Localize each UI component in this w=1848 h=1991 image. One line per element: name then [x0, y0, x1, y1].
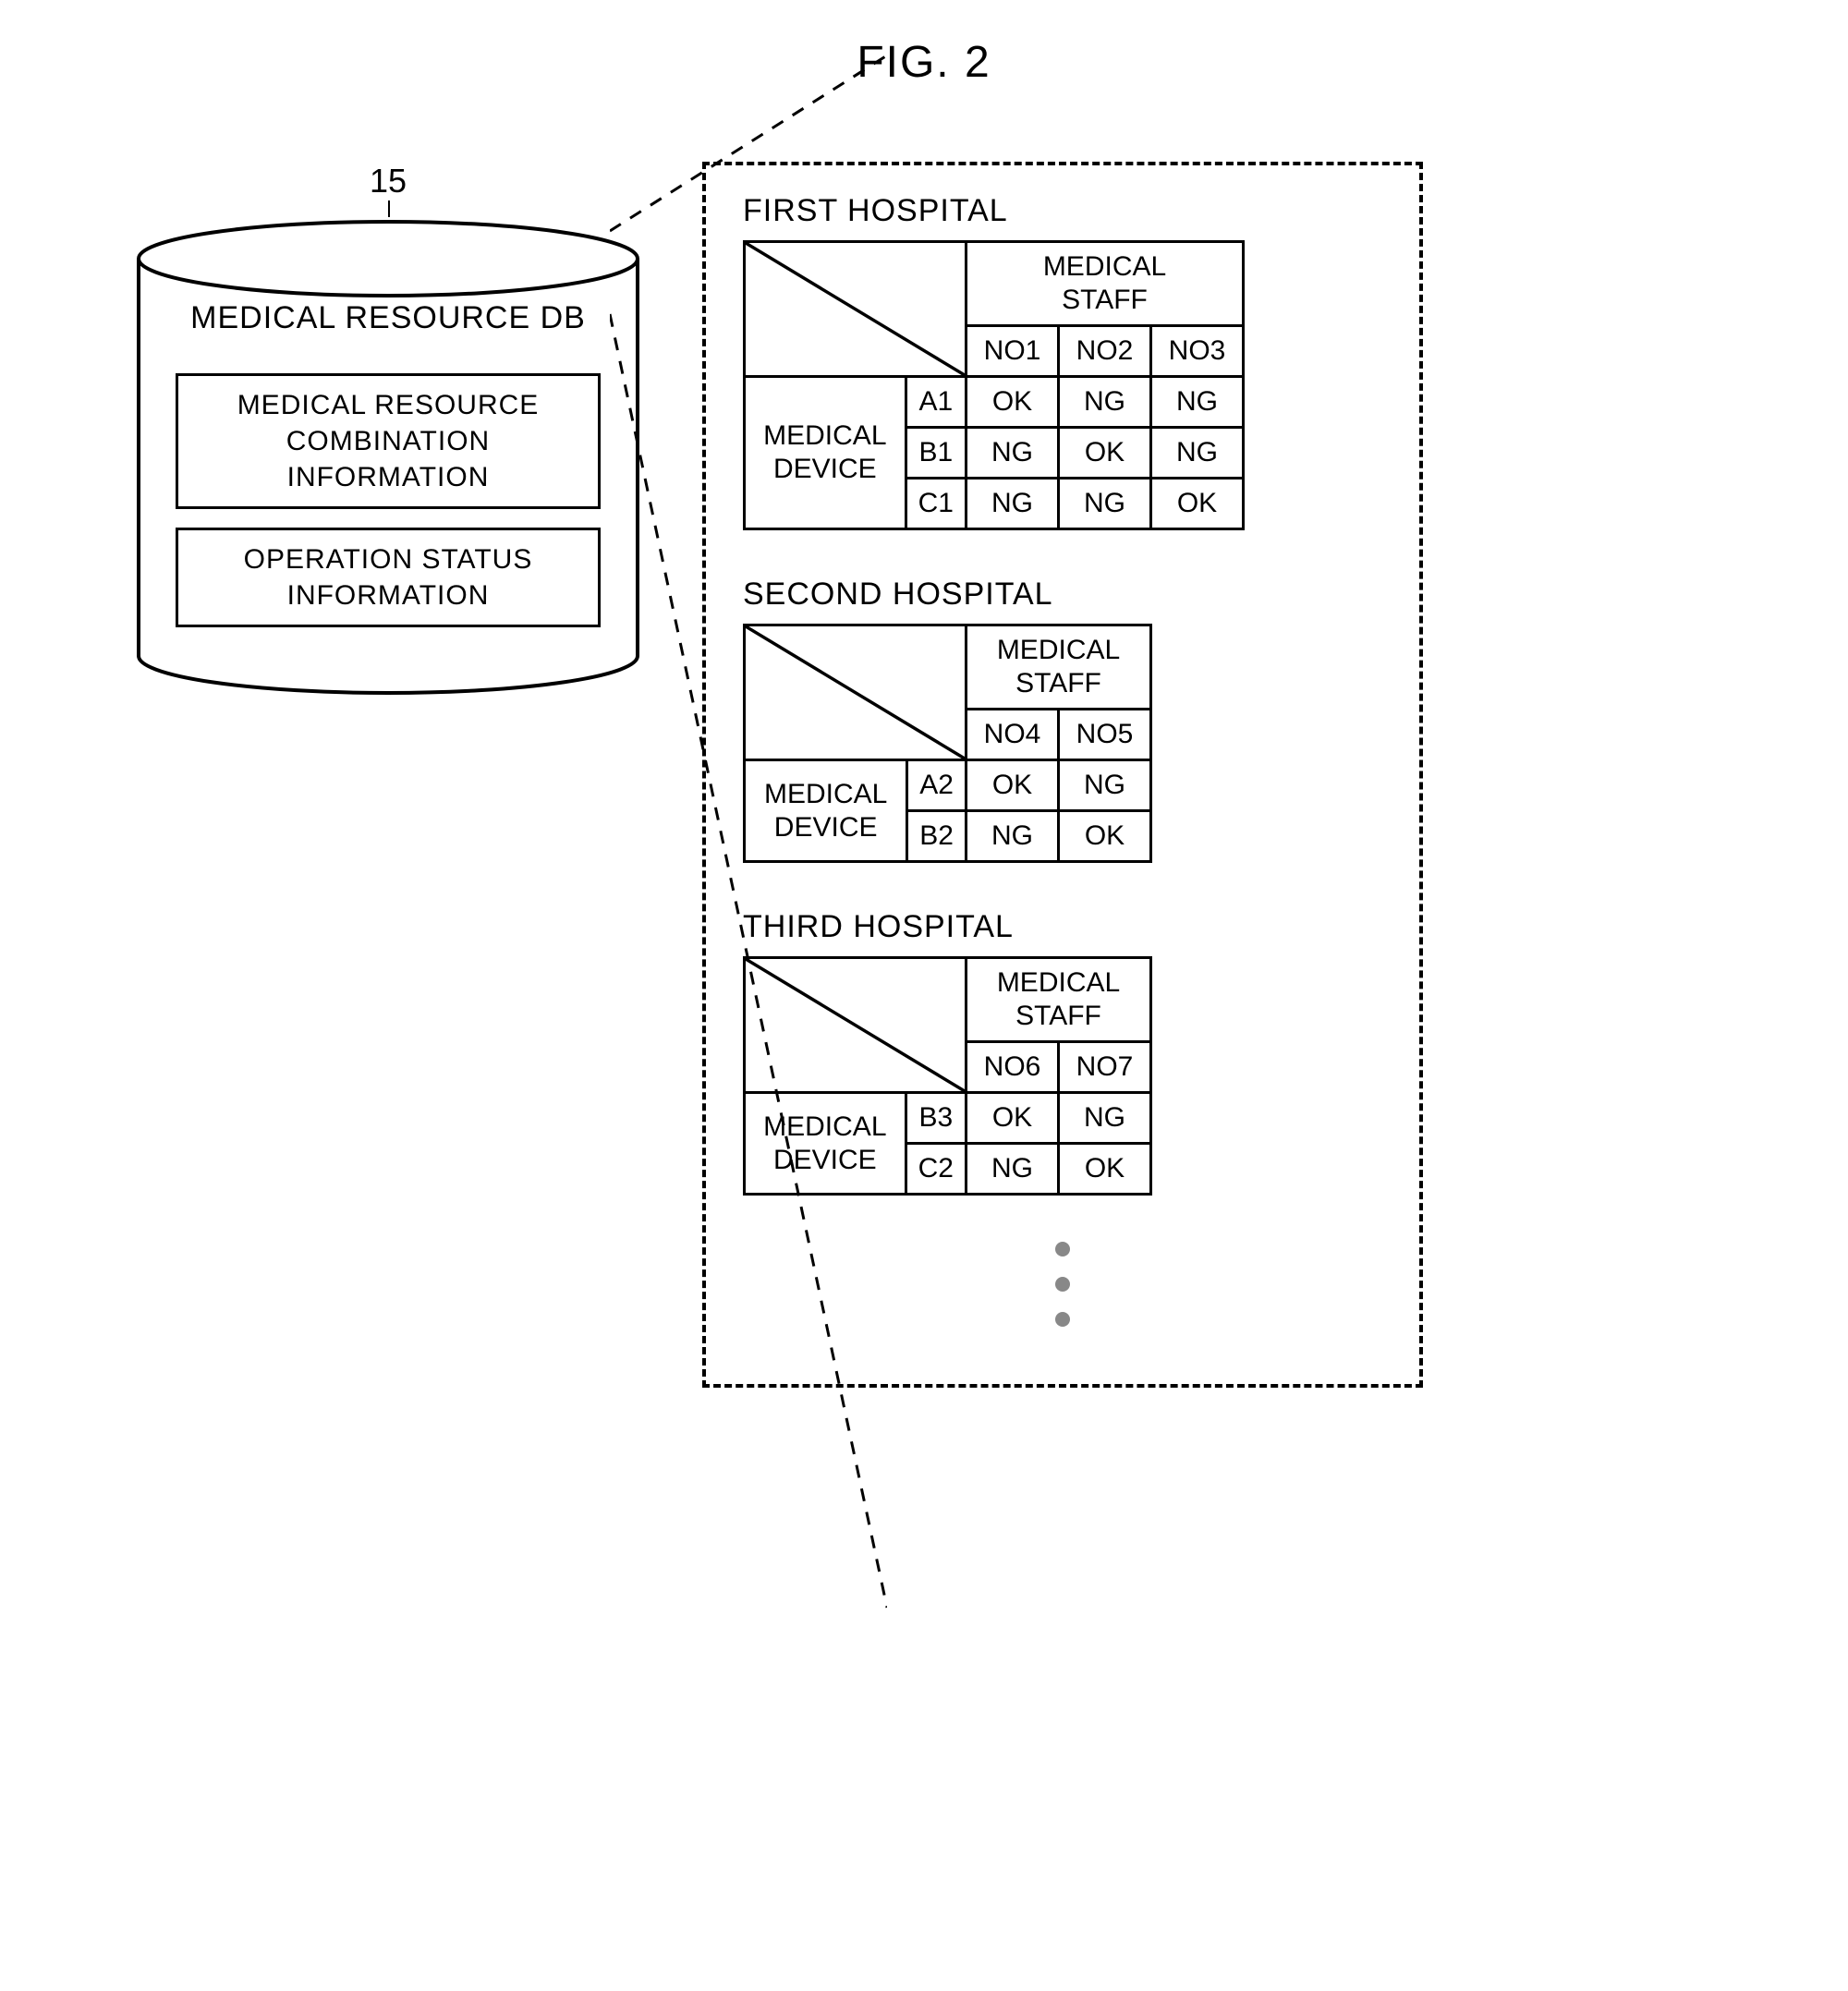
- device-row-label: A2: [907, 760, 967, 811]
- db-box-operation-status: OPERATION STATUS INFORMATION: [176, 528, 601, 627]
- corner-cell: [745, 242, 967, 377]
- matrix-value: OK: [967, 760, 1059, 811]
- hospital-title: THIRD HOSPITAL: [743, 909, 1382, 945]
- dot-icon: [1055, 1242, 1070, 1257]
- matrix-value: NG: [1059, 479, 1151, 529]
- matrix-table: MEDICALSTAFFNO6NO7MEDICALDEVICEB3OKNGC2N…: [743, 956, 1152, 1196]
- dot-icon: [1055, 1277, 1070, 1292]
- matrix-value: NG: [1151, 377, 1244, 428]
- device-header: MEDICALDEVICE: [745, 1093, 906, 1195]
- figure-title: FIG. 2: [37, 37, 1811, 88]
- matrix-value: NG: [1059, 377, 1151, 428]
- matrix-value: NG: [967, 1144, 1059, 1195]
- staff-header: MEDICALSTAFF: [967, 958, 1151, 1042]
- hospital-section: SECOND HOSPITAL MEDICALSTAFFNO4NO5 MEDICAL…: [743, 577, 1382, 863]
- matrix-value: NG: [967, 428, 1059, 479]
- corner-cell: [745, 958, 967, 1093]
- device-row-label: B3: [906, 1093, 966, 1144]
- matrix-value: NG: [1059, 1093, 1151, 1144]
- device-row-label: A1: [906, 377, 966, 428]
- matrix-value: NG: [1059, 760, 1151, 811]
- matrix-table: MEDICALSTAFFNO4NO5MEDICALDEVICEA2OKNGB2N…: [743, 624, 1152, 863]
- matrix-value: OK: [1151, 479, 1244, 529]
- device-row-label: B1: [906, 428, 966, 479]
- database-cylinder: MEDICAL RESOURCE DB MEDICAL RESOURCE COM…: [129, 217, 647, 698]
- leader-line: [388, 200, 390, 217]
- device-row-label: C1: [906, 479, 966, 529]
- staff-col-label: NO5: [1059, 710, 1151, 760]
- matrix-value: OK: [1059, 811, 1151, 862]
- hospital-section: THIRD HOSPITAL MEDICALSTAFFNO6NO7 MEDICALD…: [743, 909, 1382, 1196]
- device-row-label: B2: [907, 811, 967, 862]
- matrix-value: NG: [1151, 428, 1244, 479]
- db-box-combination-info: MEDICAL RESOURCE COMBINATION INFORMATION: [176, 373, 601, 509]
- staff-header: MEDICALSTAFF: [967, 242, 1244, 326]
- staff-col-label: NO3: [1151, 326, 1244, 377]
- cylinder-content: MEDICAL RESOURCE DB MEDICAL RESOURCE COM…: [129, 300, 647, 646]
- staff-col-label: NO7: [1059, 1042, 1151, 1093]
- matrix-value: OK: [967, 1093, 1059, 1144]
- staff-col-label: NO1: [967, 326, 1059, 377]
- main-diagram: 15 MEDICAL RESOURCE DB MEDICAL RESOURCE …: [37, 162, 1811, 1388]
- staff-col-label: NO6: [967, 1042, 1059, 1093]
- ellipsis-dots: [743, 1242, 1382, 1327]
- corner-cell: [745, 625, 967, 760]
- staff-header: MEDICALSTAFF: [967, 625, 1151, 710]
- hospital-title: FIRST HOSPITAL: [743, 193, 1382, 229]
- database-section: 15 MEDICAL RESOURCE DB MEDICAL RESOURCE …: [129, 162, 647, 698]
- staff-col-label: NO4: [967, 710, 1059, 760]
- db-reference-number: 15: [370, 162, 407, 200]
- details-panel: FIRST HOSPITALMEDICALSTAFFNO1NO2NO3MEDIC…: [702, 162, 1423, 1388]
- matrix-value: NG: [967, 811, 1059, 862]
- device-row-label: C2: [906, 1144, 966, 1195]
- staff-col-label: NO2: [1059, 326, 1151, 377]
- device-header: MEDICALDEVICE: [745, 377, 906, 529]
- matrix-value: OK: [1059, 428, 1151, 479]
- dot-icon: [1055, 1312, 1070, 1327]
- matrix-value: NG: [967, 479, 1059, 529]
- matrix-value: OK: [967, 377, 1059, 428]
- matrix-table: MEDICALSTAFFNO1NO2NO3MEDICALDEVICEA1OKNG…: [743, 240, 1245, 530]
- hospital-title: SECOND HOSPITAL: [743, 577, 1382, 613]
- hospital-section: FIRST HOSPITAL MEDICALSTAFFNO1NO2NO3 MEDIC…: [743, 193, 1382, 530]
- db-title: MEDICAL RESOURCE DB: [148, 300, 628, 336]
- matrix-value: OK: [1059, 1144, 1151, 1195]
- device-header: MEDICALDEVICE: [745, 760, 907, 862]
